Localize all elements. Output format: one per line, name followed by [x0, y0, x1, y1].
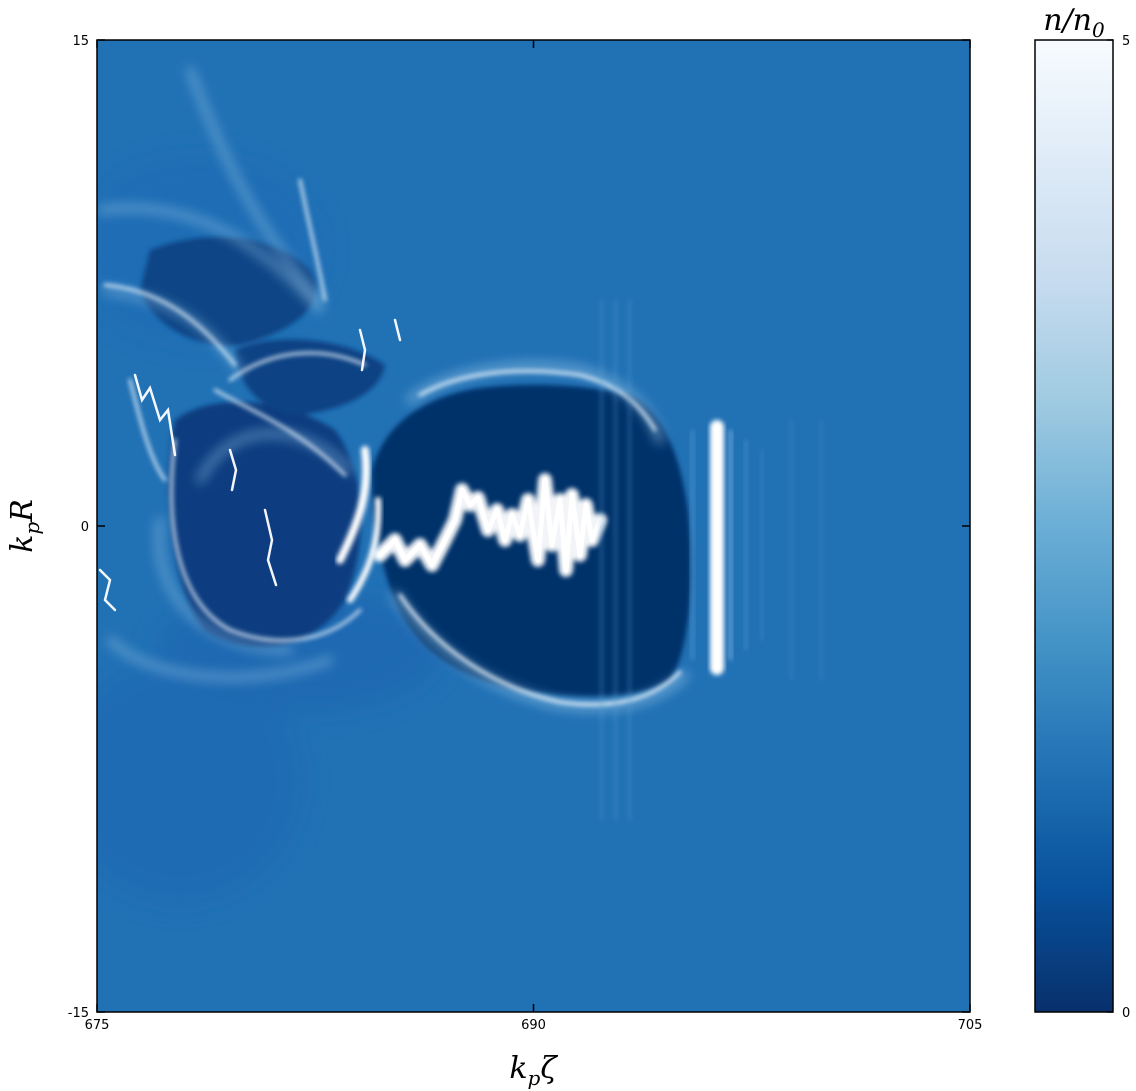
y-tick-label--15: -15 — [68, 1006, 89, 1021]
electron-beam — [373, 473, 607, 577]
colorbar-tick-label-0: 0 — [1122, 1006, 1130, 1021]
x-axis-label: kpζ — [509, 1051, 558, 1090]
cavity-sheath — [336, 362, 689, 711]
y-tick-labels: 15 0 -15 — [68, 34, 89, 1021]
density-spike — [690, 420, 764, 675]
x-tick-label-705: 705 — [958, 1018, 983, 1033]
x-tick-label-690: 690 — [521, 1018, 546, 1033]
y-tick-label-15: 15 — [72, 34, 89, 49]
wake-striations — [600, 300, 823, 820]
y-tick-label-0: 0 — [81, 520, 89, 535]
y-axis-label: kpR — [5, 499, 44, 553]
x-tick-marks — [96, 40, 971, 1012]
heatmap-area — [97, 40, 970, 1012]
plot-frame — [96, 39, 971, 1013]
colorbar-ticks: 50 — [1107, 34, 1130, 1021]
y-tick-marks — [97, 39, 970, 1013]
trailing-filaments — [97, 67, 402, 681]
colorbar-tick-label-5: 5 — [1122, 34, 1130, 49]
colorbar-fill — [1034, 39, 1114, 1013]
colorbar-label: n/n0 — [1043, 3, 1105, 42]
x-tick-label-675: 675 — [85, 1018, 110, 1033]
x-tick-labels: 675 690 705 — [85, 1018, 983, 1033]
colorbar: 50 n/n0 — [1034, 3, 1130, 1021]
trailing-cavities — [140, 236, 385, 647]
